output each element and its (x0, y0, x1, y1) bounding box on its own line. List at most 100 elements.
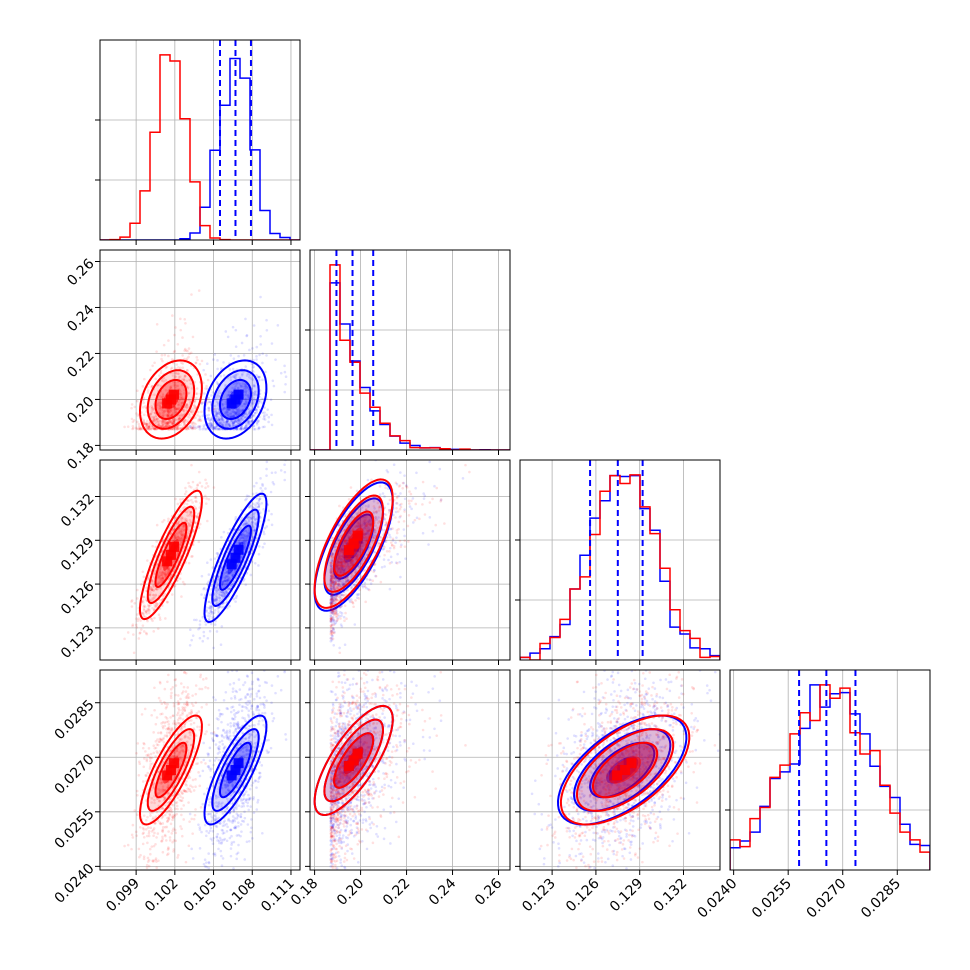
scatter-point (184, 349, 188, 352)
scatter-point (213, 599, 216, 603)
scatter-point (252, 528, 256, 532)
scatter-point (428, 516, 432, 519)
scatter-point (220, 416, 224, 420)
scatter-point (179, 509, 182, 512)
scatter-point (421, 531, 425, 535)
scatter-point (251, 536, 254, 539)
scatter-point (176, 384, 180, 387)
scatter-point (200, 402, 204, 405)
scatter-point (250, 362, 254, 366)
scatter-point (167, 420, 171, 424)
scatter-point (251, 523, 254, 527)
scatter-point (181, 518, 184, 521)
scatter-point (243, 416, 247, 420)
scatter-point (134, 623, 138, 627)
scatter-point (243, 522, 247, 526)
scatter-point (386, 502, 390, 506)
scatter-point (263, 418, 267, 421)
scatter-point (146, 419, 149, 423)
scatter-point (198, 362, 202, 366)
scatter-point (279, 469, 283, 472)
scatter-point (150, 427, 153, 431)
scatter-point (225, 420, 229, 424)
scatter-point (163, 421, 167, 425)
scatter-point (245, 389, 248, 393)
scatter-point (152, 417, 156, 420)
scatter-point (252, 384, 256, 387)
scatter-point (224, 383, 227, 387)
scatter-point (186, 386, 190, 389)
scatter-point (253, 392, 257, 396)
scatter-point (224, 576, 227, 580)
scatter-point (146, 427, 149, 431)
scatter-point (215, 414, 218, 418)
scatter-point (242, 535, 245, 538)
scatter-point (150, 406, 154, 410)
scatter-point (232, 410, 236, 414)
scatter-point (198, 425, 202, 429)
scatter-point (230, 584, 233, 587)
scatter-point (185, 519, 188, 523)
scatter-point (210, 584, 213, 588)
scatter-point (142, 401, 145, 405)
scatter-point (283, 364, 286, 368)
scatter-point (399, 492, 402, 495)
scatter-point (239, 417, 242, 420)
scatter-point (215, 585, 218, 588)
scatter-point (251, 505, 255, 509)
scatter-point (257, 376, 261, 379)
scatter-point (181, 534, 184, 537)
scatter-point (205, 414, 208, 417)
scatter-point (177, 535, 180, 539)
scatter-point (262, 507, 265, 511)
scatter-point (153, 572, 156, 575)
scatter-point (167, 339, 170, 342)
scatter-point (221, 407, 225, 411)
scatter-point (184, 406, 187, 409)
scatter-point (130, 403, 134, 406)
scatter-point (152, 575, 156, 579)
scatter-point (421, 503, 424, 506)
scatter-point (191, 412, 194, 415)
scatter-point (266, 408, 269, 411)
scatter-point (164, 425, 168, 428)
scatter-point (232, 421, 236, 425)
scatter-point (161, 576, 165, 579)
scatter-point (383, 495, 386, 498)
scatter-point (228, 527, 232, 531)
scatter-point (340, 612, 344, 615)
scatter-point (200, 359, 204, 363)
scatter-point (223, 412, 227, 416)
scatter-point (262, 530, 265, 534)
scatter-point (257, 552, 261, 556)
scatter-point (141, 624, 145, 627)
scatter-point (225, 590, 228, 594)
scatter-point (182, 421, 186, 425)
scatter-point (183, 375, 187, 378)
scatter-point (197, 540, 201, 544)
scatter-point (242, 536, 246, 540)
scatter-point (210, 425, 214, 428)
scatter-point (343, 643, 347, 646)
scatter-point (167, 354, 170, 358)
scatter-point (183, 418, 187, 422)
scatter-point (171, 421, 175, 425)
scatter-point (158, 580, 162, 584)
scatter-point (148, 425, 152, 429)
scatter-point (211, 611, 214, 614)
scatter-point (208, 424, 212, 427)
scatter-point (215, 424, 218, 428)
scatter-point (158, 419, 162, 423)
scatter-point (204, 623, 208, 626)
scatter-point (250, 521, 254, 524)
scatter-point (153, 616, 156, 620)
scatter-point (188, 485, 191, 488)
scatter-point (168, 420, 172, 424)
scatter-point (223, 568, 227, 571)
scatter-point (423, 494, 427, 498)
scatter-point (216, 427, 219, 431)
scatter-point (171, 421, 175, 425)
scatter-point (176, 417, 180, 421)
scatter-point (244, 529, 248, 533)
scatter-point (215, 380, 219, 384)
